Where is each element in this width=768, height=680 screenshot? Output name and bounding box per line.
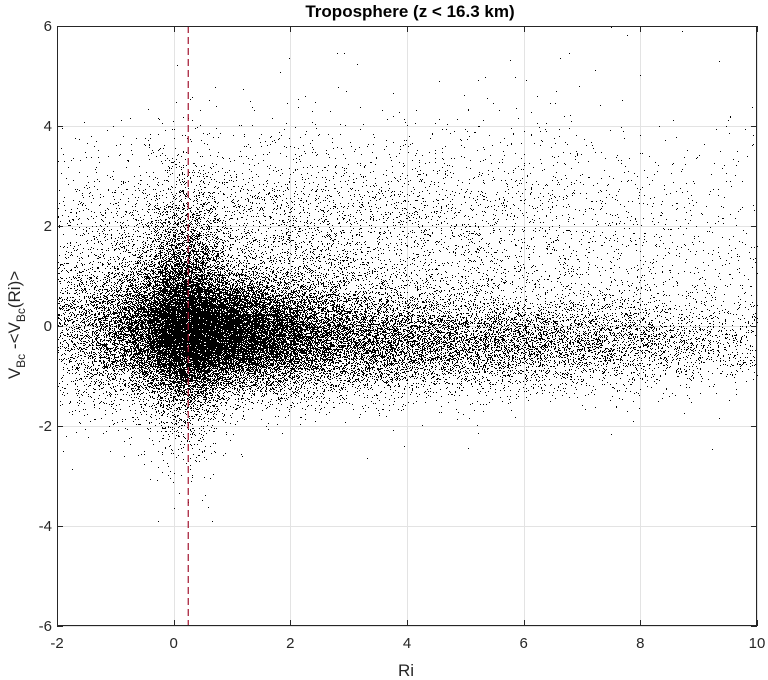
chart-title: Troposphere (z < 16.3 km): [305, 2, 514, 21]
x-tick-label: 2: [286, 635, 294, 652]
axis-ticks: [57, 26, 758, 627]
x-tick-label: 0: [169, 635, 177, 652]
x-tick-label: 10: [749, 635, 766, 652]
y-tick-label: -2: [39, 418, 52, 435]
x-tick-label: 8: [636, 635, 644, 652]
y-axis-label: VBc -<VBc(Ri)>: [5, 271, 28, 379]
y-tick-label: 4: [44, 118, 52, 135]
y-tick-labels: -6 -4 -2 0 2 4 6: [39, 18, 52, 635]
y-tick-label: 2: [44, 218, 52, 235]
y-tick-label: 0: [44, 318, 52, 335]
grid-lines: [57, 26, 758, 627]
x-tick-label: 6: [519, 635, 527, 652]
x-axis-label: Ri: [398, 661, 414, 680]
scatter-point-cloud: [57, 27, 758, 522]
y-label-part-1: V: [5, 367, 24, 379]
x-tick-label: -2: [50, 635, 63, 652]
x-tick-labels: -2 0 2 4 6 8 10: [50, 635, 765, 652]
scatter-points: [57, 27, 758, 522]
y-label-sub-1: Bc: [14, 354, 28, 368]
y-label-part-3: (Ri)>: [5, 271, 24, 308]
y-tick-label: 6: [44, 18, 52, 35]
y-tick-label: -6: [39, 618, 52, 635]
y-label-sub-2: Bc: [14, 308, 28, 322]
y-tick-label: -4: [39, 518, 52, 535]
x-tick-label: 4: [403, 635, 411, 652]
y-label-part-2: -<V: [5, 322, 24, 354]
